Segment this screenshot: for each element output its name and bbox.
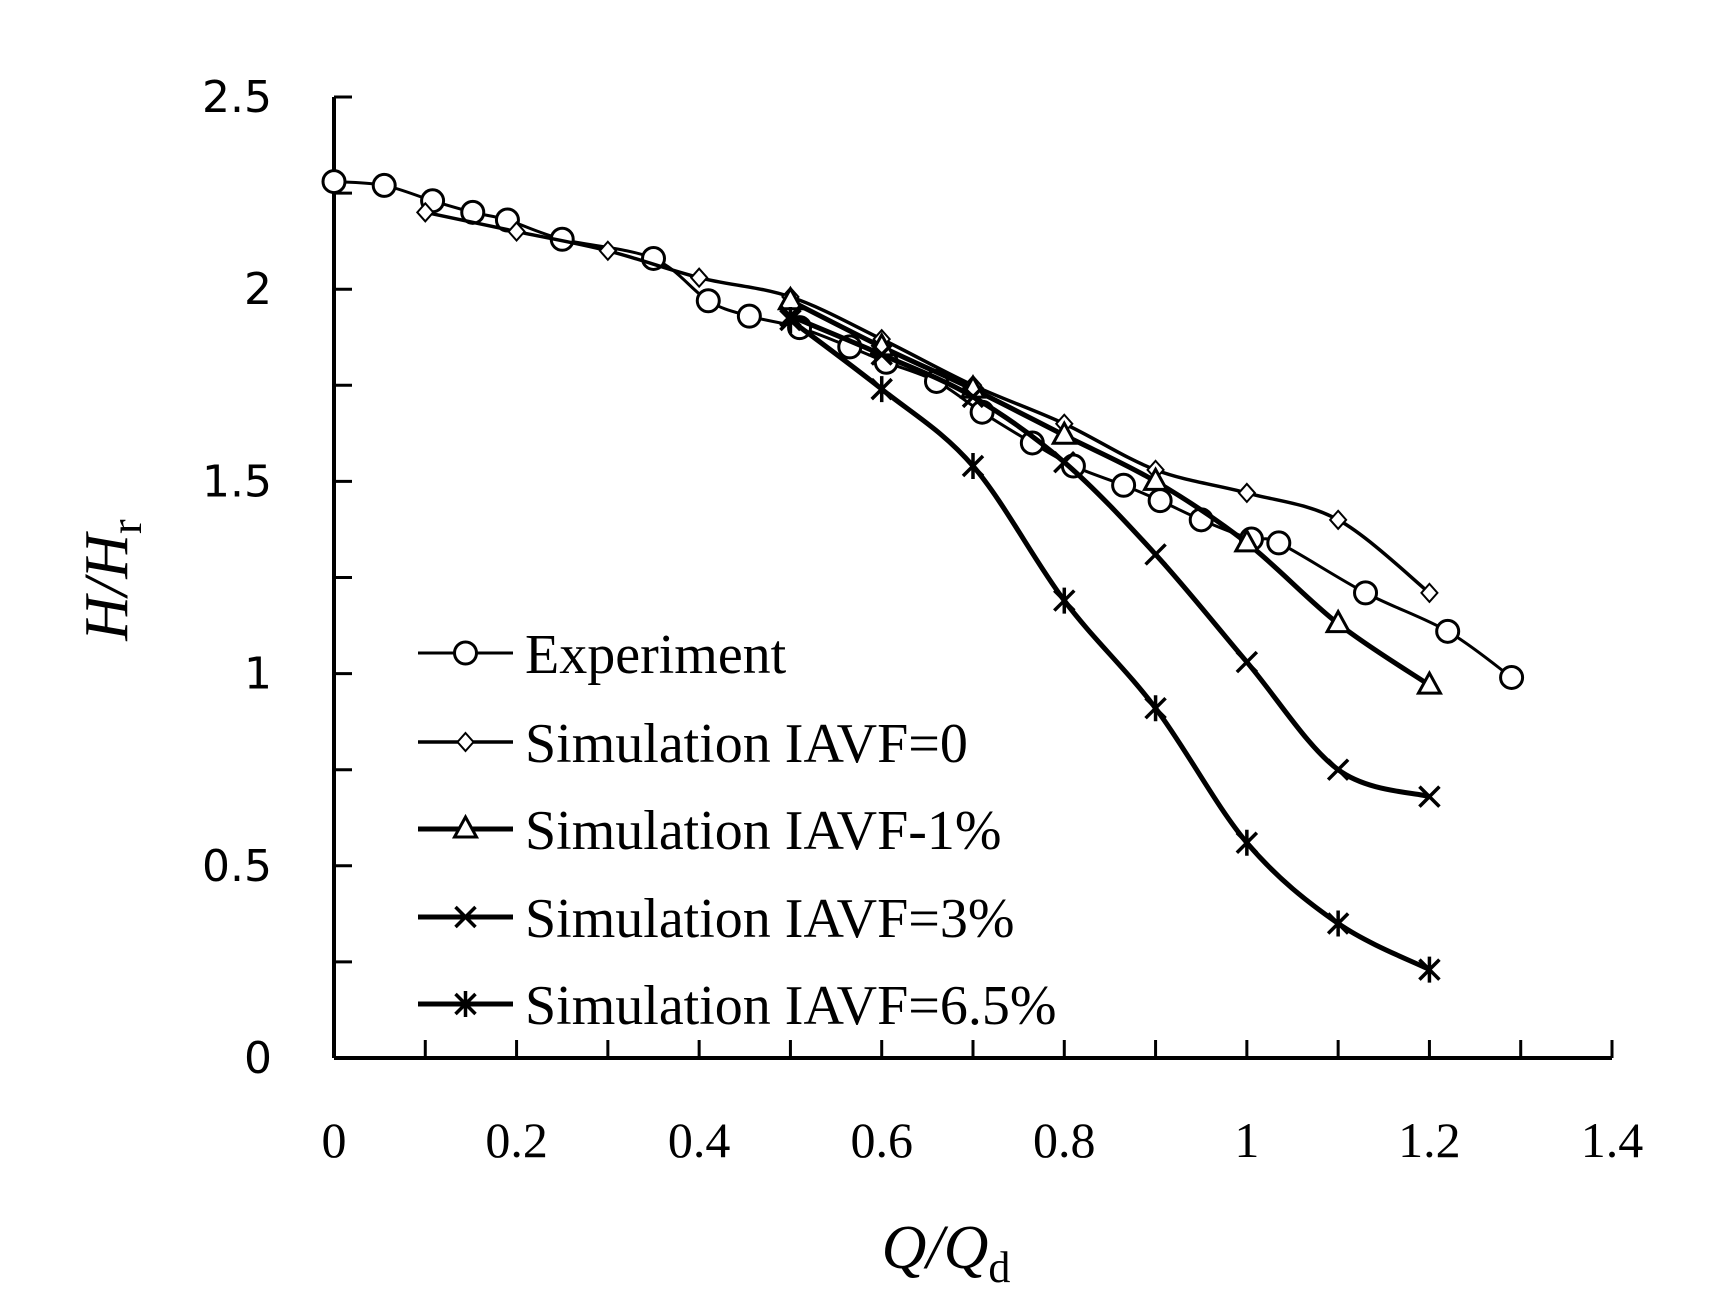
legend-label: Simulation IAVF=6.5% <box>525 975 1056 1037</box>
y-tick-label: 0 <box>244 1033 272 1084</box>
data-point <box>1237 482 1257 504</box>
data-point <box>1418 785 1441 808</box>
legend-label: Experiment <box>525 624 787 686</box>
legend-label: Simulation IAVF=3% <box>525 888 1014 950</box>
legend-marker <box>451 813 480 839</box>
legend-entry: Simulation IAVF=3% <box>418 888 1014 950</box>
data-point <box>1233 527 1261 553</box>
data-point <box>1053 450 1076 474</box>
x-tick-label: 0.6 <box>850 1112 913 1168</box>
data-point <box>1147 488 1173 514</box>
data-point <box>961 453 985 480</box>
legend-label: Simulation IAVF-1% <box>525 800 1002 862</box>
data-point <box>736 303 762 329</box>
data-point <box>1435 618 1461 644</box>
legend-entry: Experiment <box>418 624 787 686</box>
series-circle <box>321 169 1525 690</box>
legend-marker <box>454 991 477 1017</box>
x-tick-label: 0.2 <box>485 1112 548 1168</box>
data-point <box>1420 582 1439 604</box>
data-point <box>1142 466 1170 491</box>
data-point <box>1326 910 1350 937</box>
y-tick-label: 1 <box>244 649 272 700</box>
y-axis-label: H/Hr <box>73 519 151 642</box>
legend-marker <box>456 731 475 753</box>
series-line <box>787 317 1432 973</box>
data-point <box>321 169 347 195</box>
data-point <box>1499 664 1525 690</box>
x-tick-label: 1.2 <box>1398 1112 1461 1168</box>
data-point <box>1328 509 1348 531</box>
data-point <box>507 221 526 243</box>
y-tick-label: 2 <box>244 264 272 315</box>
data-point <box>870 376 893 403</box>
legend-marker <box>454 905 477 929</box>
legend-label: Simulation IAVF=0 <box>525 713 968 775</box>
x-tick-label: 0.8 <box>1033 1112 1096 1168</box>
legend-marker <box>453 640 478 666</box>
data-point <box>1324 608 1352 634</box>
data-point <box>1111 472 1137 498</box>
series-line <box>787 313 1432 800</box>
x-tick-label: 1 <box>1234 1112 1259 1168</box>
data-point <box>961 385 985 409</box>
series-line <box>332 180 1514 679</box>
data-point <box>1235 829 1259 856</box>
series-x <box>779 304 1441 808</box>
x-axis-label: Q/Qd <box>882 1214 1011 1292</box>
data-point <box>1266 530 1292 556</box>
data-point <box>1418 956 1441 983</box>
data-point <box>1415 670 1443 695</box>
series-layer <box>321 169 1525 983</box>
data-point <box>695 288 721 314</box>
data-point <box>1144 695 1167 722</box>
x-tick-label: 0.4 <box>668 1112 731 1168</box>
legend-entry: Simulation IAVF=0 <box>418 713 968 775</box>
data-point <box>1144 543 1167 566</box>
ticks: 0 0.5 1 1.5 2 2.5 0 0.2 0.4 0.6 0.8 1 1.2 1.4 <box>202 72 1643 1168</box>
data-point <box>598 240 618 262</box>
data-point <box>1053 587 1076 614</box>
legend-entry: Simulation IAVF-1% <box>418 800 1002 862</box>
data-point <box>1050 420 1078 445</box>
series-triangle <box>776 285 1443 695</box>
x-tick-label: 1.4 <box>1581 1112 1644 1168</box>
y-tick-label: 1.5 <box>202 456 272 507</box>
x-tick-label: 0 <box>322 1112 347 1168</box>
data-point <box>689 267 709 289</box>
y-tick-label: 2.5 <box>202 72 272 123</box>
data-point <box>1326 758 1350 781</box>
data-point <box>1235 650 1259 674</box>
data-point <box>415 201 435 223</box>
y-tick-label: 0.5 <box>202 841 272 892</box>
data-point <box>870 343 893 366</box>
data-point <box>779 306 802 333</box>
data-point <box>1353 580 1379 606</box>
legend: Experiment Simulation IAVF=0 Simulation IA… <box>418 624 1056 1037</box>
series-asterisk <box>779 306 1441 983</box>
legend-entry: Simulation IAVF=6.5% <box>418 975 1056 1037</box>
data-point <box>371 172 397 198</box>
